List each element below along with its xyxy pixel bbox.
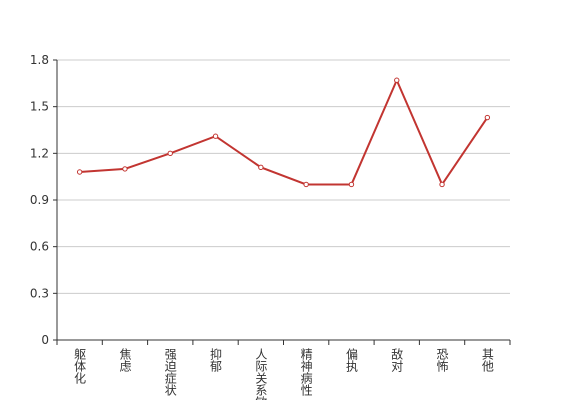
data-point — [122, 166, 128, 172]
y-tick-label: 0.6 — [30, 240, 49, 254]
data-point — [76, 169, 83, 175]
series-line — [79, 77, 489, 187]
data-point — [258, 164, 264, 171]
x-tick-label: 敌对 — [390, 347, 404, 372]
data-point — [394, 77, 400, 83]
x-tick-label: 其他 — [480, 348, 494, 372]
x-tick-label: 偏执 — [344, 347, 358, 373]
data-point — [303, 181, 309, 188]
y-tick-label: 1.2 — [30, 146, 49, 160]
y-tick-label: 1.8 — [30, 53, 49, 67]
y-tick-label: 1.5 — [30, 100, 49, 114]
data-point — [439, 181, 445, 188]
y-tick-label: 0.3 — [30, 286, 49, 300]
x-tick-label: 精神病性 — [299, 348, 313, 397]
x-tick-label: 强迫症状 — [163, 348, 177, 396]
data-point — [484, 114, 491, 121]
x-tick-label: 焦虑 — [118, 348, 132, 372]
y-tick-label: 0.9 — [30, 193, 49, 207]
x-tick-label: 人际关系敏感 — [254, 348, 268, 400]
data-point — [167, 150, 173, 157]
data-point — [212, 133, 219, 139]
x-tick-label: 躯体化 — [73, 347, 87, 385]
data-point — [348, 181, 355, 188]
x-tick-label: 恐怖 — [435, 348, 449, 372]
x-tick-label: 抑郁 — [209, 347, 223, 373]
y-tick-label: 0 — [41, 333, 49, 347]
